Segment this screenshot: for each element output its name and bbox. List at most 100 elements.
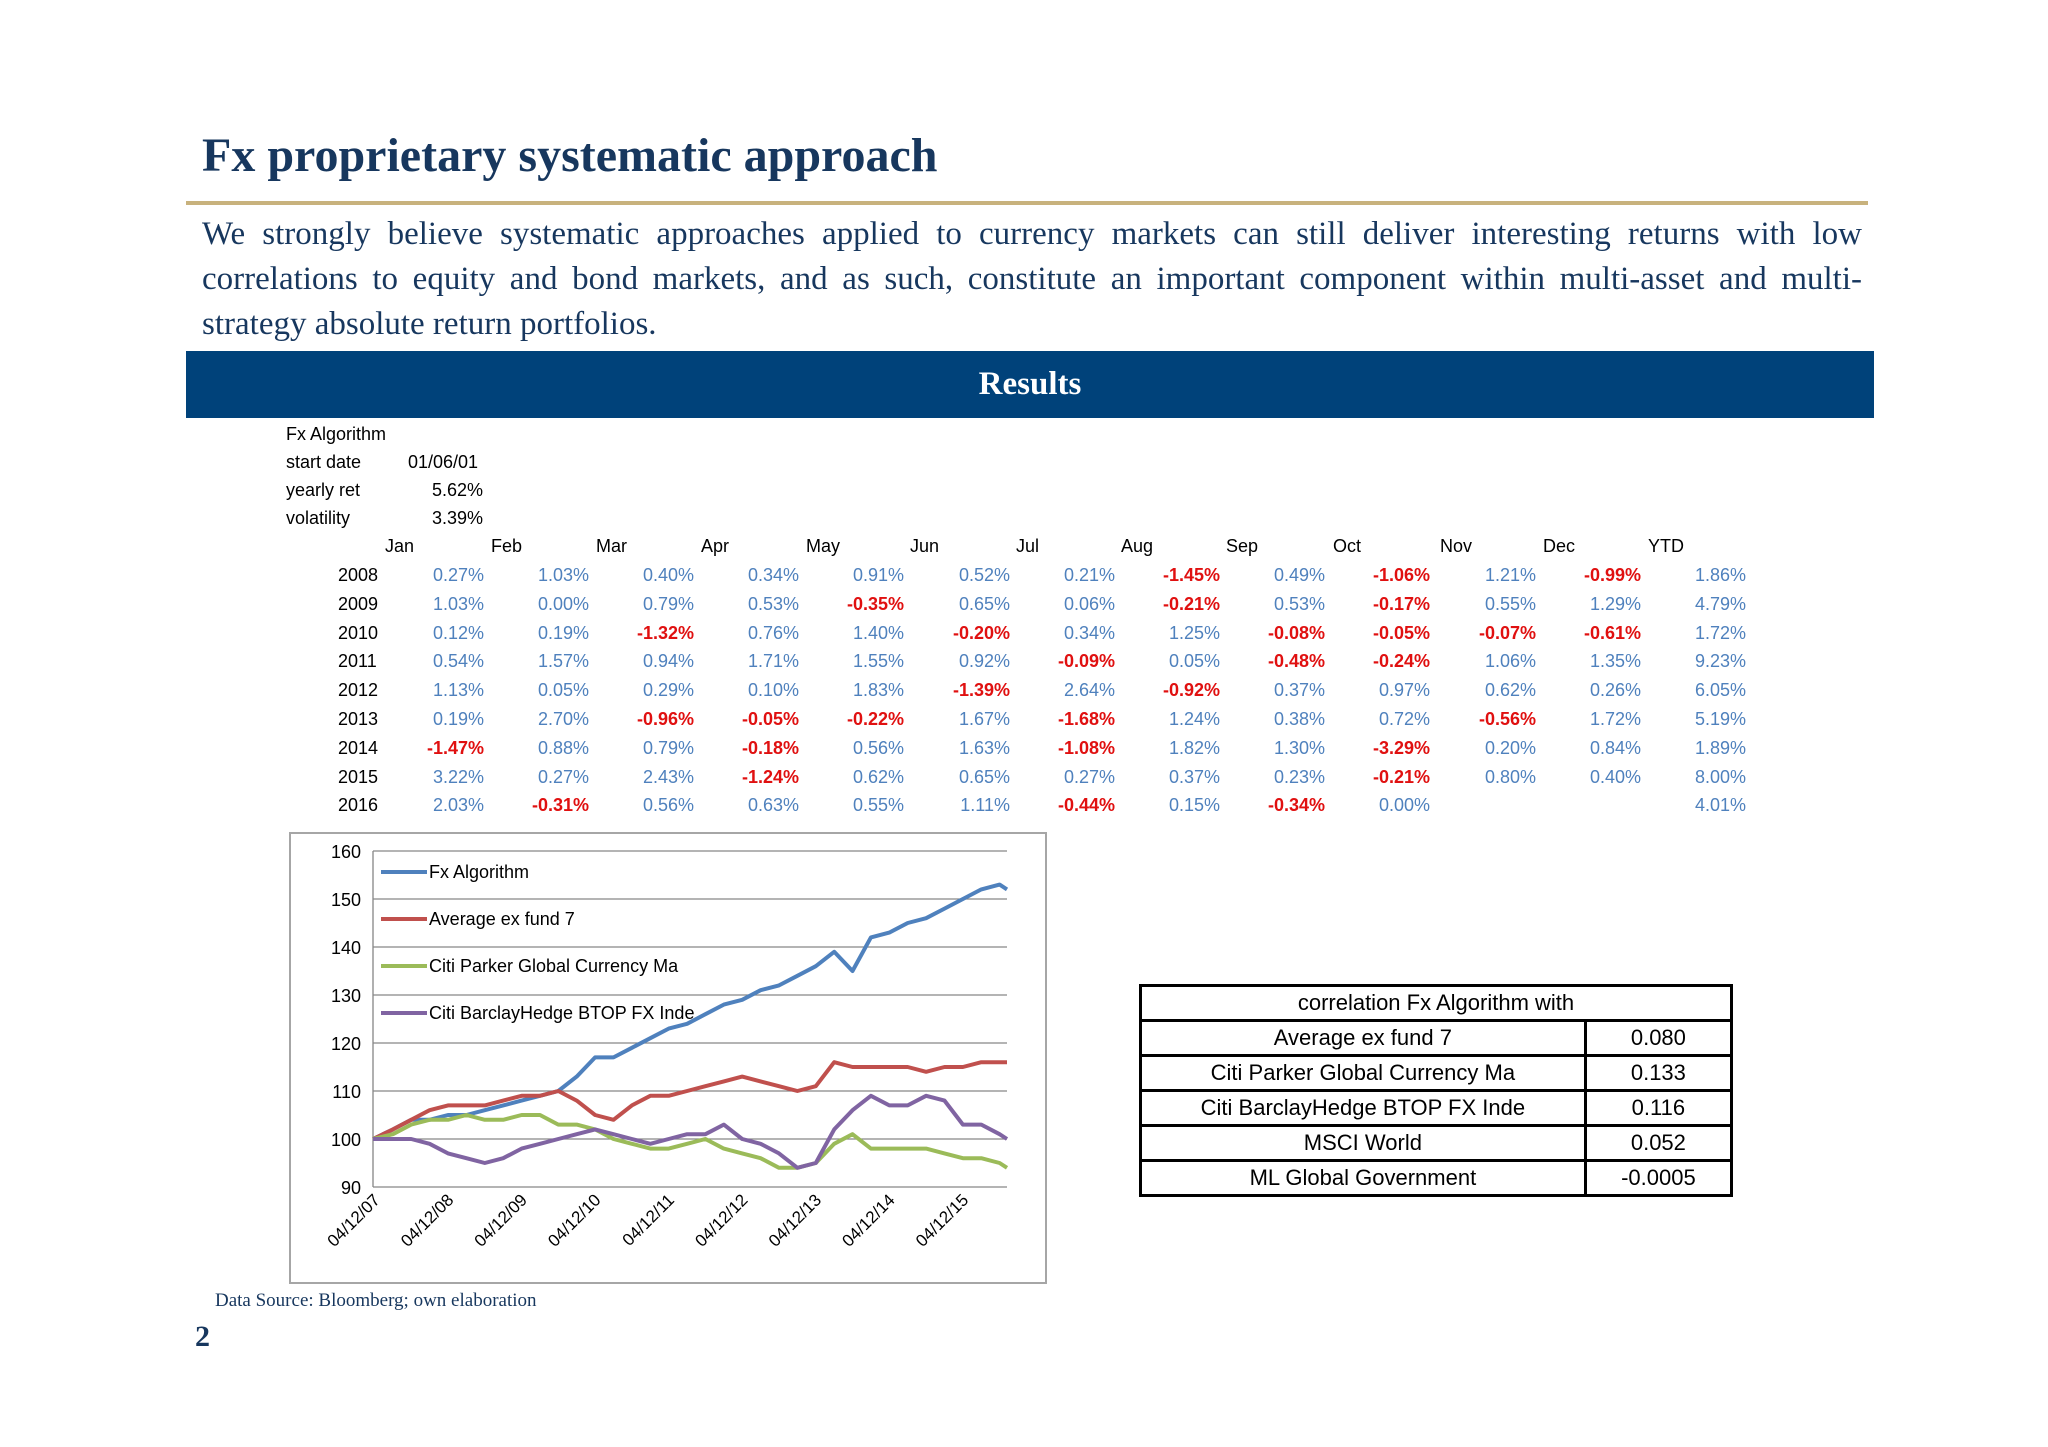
return-cell: -0.61% — [1583, 622, 1641, 643]
return-cell: -0.17% — [1372, 593, 1430, 614]
series-line — [372, 1060, 1007, 1141]
month-header: Jun — [910, 536, 940, 556]
return-cell: 2.43% — [642, 766, 694, 787]
return-cell: 2.70% — [537, 709, 589, 729]
year-label: 2015 — [338, 766, 379, 787]
month-header: May — [806, 536, 841, 556]
return-cell: 0.63% — [747, 795, 799, 816]
return-cell: 0.15% — [1168, 795, 1220, 816]
return-cell: 0.40% — [1589, 766, 1641, 787]
return-cell: 0.27% — [432, 565, 484, 585]
x-tick-label: 04/12/10 — [544, 1190, 604, 1250]
return-cell: 0.65% — [958, 766, 1010, 787]
return-cell: 0.54% — [432, 651, 484, 672]
algo-name: Fx Algorithm — [286, 424, 387, 444]
return-cell: 9.23% — [1694, 651, 1746, 672]
y-tick-label: 90 — [341, 1178, 361, 1198]
return-cell: 0.62% — [1484, 680, 1536, 701]
x-tick-label: 04/12/15 — [912, 1190, 972, 1250]
month-header: YTD — [1648, 536, 1684, 556]
return-cell: 0.88% — [537, 737, 589, 758]
return-cell: 0.55% — [852, 795, 904, 816]
return-cell: -3.29% — [1372, 737, 1430, 758]
return-cell: 0.76% — [747, 622, 799, 643]
data-source-note: Data Source: Bloomberg; own elaboration — [215, 1290, 537, 1311]
return-cell: 6.05% — [1694, 680, 1746, 701]
yearly-ret-value: 5.62% — [432, 480, 484, 500]
return-cell: 0.00% — [537, 593, 589, 614]
return-cell: 0.53% — [1273, 593, 1325, 614]
correlation-table: correlation Fx Algorithm with Average ex… — [1139, 984, 1734, 1197]
return-cell: -0.92% — [1162, 680, 1220, 701]
return-cell: 0.79% — [642, 593, 694, 614]
return-cell: 0.56% — [642, 795, 694, 816]
correlation-value: -0.0005 — [1583, 1159, 1734, 1197]
correlation-row: Citi Parker Global Currency Ma 0.133 — [1139, 1054, 1734, 1092]
return-cell: 0.34% — [1063, 622, 1115, 643]
correlation-row: Citi BarclayHedge BTOP FX Inde 0.116 — [1139, 1089, 1734, 1127]
year-label: 2008 — [338, 565, 379, 585]
y-tick-label: 120 — [331, 1034, 361, 1054]
return-cell: -0.35% — [846, 593, 904, 614]
page-title: Fx proprietary systematic approach — [202, 129, 938, 182]
intro-paragraph: We strongly believe systematic approache… — [202, 216, 1862, 342]
x-tick-label: 04/12/08 — [397, 1190, 457, 1250]
return-cell: 1.03% — [432, 593, 484, 614]
year-label: 2009 — [338, 593, 379, 614]
month-header: Feb — [491, 536, 523, 556]
return-cell: -0.22% — [846, 709, 904, 729]
return-cell: -0.20% — [952, 622, 1010, 643]
return-cell: 0.27% — [537, 766, 589, 787]
return-cell: 1.72% — [1589, 709, 1641, 729]
return-cell: 0.29% — [642, 680, 694, 701]
volatility-value: 3.39% — [432, 508, 484, 528]
return-cell: -0.44% — [1057, 795, 1115, 816]
legend-label: Citi Parker Global Currency Ma — [429, 956, 679, 976]
return-cell: -0.21% — [1162, 593, 1220, 614]
return-cell: 0.65% — [958, 593, 1010, 614]
return-cell: -0.24% — [1372, 651, 1430, 672]
return-cell: 3.22% — [432, 766, 484, 787]
return-cell: 1.25% — [1168, 622, 1220, 643]
return-cell: -1.06% — [1372, 565, 1430, 585]
return-cell: 0.12% — [432, 622, 484, 643]
month-header: Oct — [1333, 536, 1362, 556]
return-cell: 1.67% — [958, 709, 1010, 729]
return-cell: 1.72% — [1694, 622, 1746, 643]
return-cell: 0.00% — [1378, 795, 1430, 816]
return-cell: 0.34% — [747, 565, 799, 585]
month-header: Sep — [1226, 536, 1259, 556]
series-line — [372, 882, 1009, 1141]
correlation-value: 0.080 — [1583, 1019, 1734, 1057]
year-label: 2013 — [338, 709, 379, 729]
return-cell: 1.21% — [1484, 565, 1536, 585]
return-cell: 1.24% — [1168, 709, 1220, 729]
start-date-label: start date — [286, 452, 362, 472]
series-line — [373, 1093, 1009, 1170]
return-cell: 1.13% — [432, 680, 484, 701]
return-cell: -0.21% — [1372, 766, 1430, 787]
return-cell: 0.97% — [1378, 680, 1430, 701]
return-cell: 0.27% — [1063, 766, 1115, 787]
return-cell: 1.86% — [1694, 565, 1746, 585]
x-tick-label: 04/12/09 — [471, 1190, 531, 1250]
return-cell: -0.31% — [531, 795, 589, 816]
return-cell: 0.19% — [537, 622, 589, 643]
return-cell: 1.71% — [747, 651, 799, 672]
return-cell: 1.57% — [537, 651, 589, 672]
return-cell: 1.63% — [958, 737, 1010, 758]
year-label: 2011 — [338, 651, 377, 672]
return-cell: 0.10% — [747, 680, 799, 701]
return-cell: -0.07% — [1478, 622, 1536, 643]
volatility-label: volatility — [286, 508, 351, 528]
title-rule — [186, 201, 1868, 205]
x-tick-label: 04/12/12 — [691, 1190, 751, 1250]
month-header: Aug — [1121, 536, 1154, 556]
return-cell: 0.05% — [537, 680, 589, 701]
month-header: Nov — [1440, 536, 1473, 556]
legend-label: Citi BarclayHedge BTOP FX Inde — [429, 1003, 694, 1023]
correlation-label: Average ex fund 7 — [1139, 1019, 1587, 1057]
y-tick-label: 140 — [331, 938, 361, 958]
y-tick-label: 110 — [332, 1082, 361, 1102]
